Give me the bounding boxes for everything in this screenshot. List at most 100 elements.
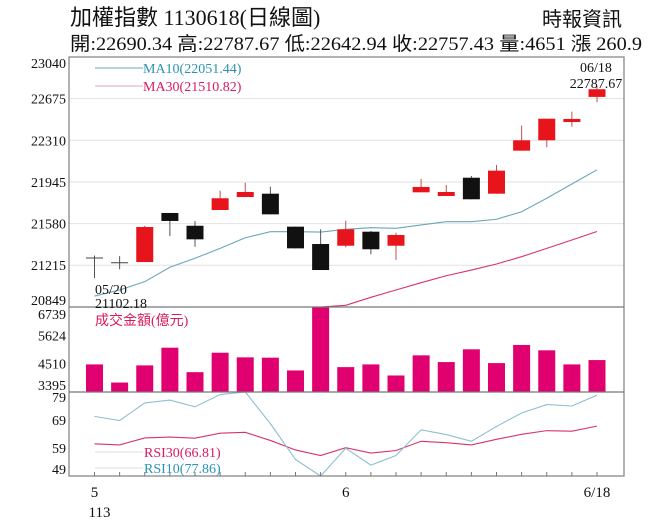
candle-body: [161, 212, 179, 221]
candle-body: [312, 244, 330, 271]
volume-bar: [437, 362, 455, 392]
volume-bar: [563, 364, 581, 392]
volume-bar: [186, 372, 204, 392]
candle: [437, 185, 455, 196]
candle-body: [588, 89, 606, 97]
volume-bar: [412, 355, 430, 392]
price-tick-label: 22310: [31, 134, 66, 149]
rsi-lines: [94, 391, 598, 477]
price-tick-label: 21580: [31, 218, 66, 233]
candle: [287, 226, 304, 249]
candle: [462, 176, 480, 200]
candle: [186, 220, 204, 247]
candle: [161, 212, 179, 237]
candle-body: [462, 177, 480, 200]
candle: [111, 256, 129, 270]
price-tick-label: 20849: [31, 294, 66, 309]
candle-body: [211, 198, 229, 211]
candle: [136, 225, 154, 263]
volume-bar: [312, 307, 330, 392]
rsi30-legend: RSI30(66.81): [144, 446, 221, 461]
volume-bar: [86, 364, 103, 392]
candle: [538, 118, 556, 148]
candle: [513, 125, 531, 151]
candle-body: [287, 226, 304, 249]
candle-body: [387, 235, 405, 246]
ma30-legend: MA30(21510.82): [143, 80, 242, 95]
candle: [312, 229, 330, 271]
volume-bar: [462, 349, 480, 392]
ma10-legend: MA10(22051.44): [143, 62, 242, 77]
volume-bar: [211, 352, 229, 392]
volume-bar: [588, 360, 606, 392]
volume-bar: [111, 382, 129, 392]
quote-summary: 開:22690.34 高:22787.67 低:22642.94 收:22757…: [70, 33, 642, 55]
price-gridlines: [69, 98, 624, 266]
candle-body: [362, 231, 380, 250]
candle-body: [513, 140, 531, 151]
volume-bar: [387, 375, 405, 392]
candle-body: [236, 191, 254, 198]
candle-body: [538, 118, 556, 141]
volume-bar: [136, 365, 154, 392]
volume-title: 成交金額(億元): [95, 312, 189, 329]
candle: [563, 111, 581, 127]
candle: [236, 182, 254, 198]
volume-bar: [538, 350, 556, 392]
rsi-tick-label: 59: [52, 442, 66, 457]
volume-bar: [236, 357, 254, 392]
low-date: 05/20: [95, 283, 127, 298]
rsi-tick-label: 49: [52, 463, 66, 478]
candle: [488, 165, 505, 194]
price-tick-label: 21945: [31, 176, 66, 191]
volume-tick-label: 6739: [38, 308, 66, 323]
volume-bar: [362, 364, 380, 392]
candle-body: [136, 227, 154, 263]
price-tick-label: 23040: [31, 57, 66, 72]
candle-body: [337, 229, 355, 246]
candle: [362, 231, 380, 255]
source-label: 時報資訊: [542, 8, 622, 31]
volume-bar: [261, 357, 279, 392]
candle-body: [261, 193, 279, 215]
low-value: 21102.18: [95, 297, 147, 312]
candle: [261, 186, 279, 215]
volume-bar: [488, 363, 505, 392]
x-tick-label: 6/18: [584, 485, 611, 501]
x-tick-label: 6: [342, 485, 350, 501]
candle-body: [412, 186, 430, 193]
volume-bars: [86, 307, 606, 392]
candles: [86, 85, 606, 279]
x-tick-label: 5: [91, 485, 99, 501]
rsi-tick-label: 69: [52, 414, 66, 429]
volume-bar: [337, 367, 355, 392]
high-value: 22787.67: [570, 77, 623, 92]
candle-body: [563, 118, 581, 123]
volume-bar: [161, 347, 179, 392]
candle-body: [437, 191, 455, 196]
high-date: 06/18: [580, 61, 612, 76]
price-tick-label: 22675: [31, 93, 66, 108]
candle: [588, 85, 606, 103]
price-tick-label: 21215: [31, 259, 66, 274]
volume-tick-label: 5624: [38, 329, 66, 344]
candle-body: [488, 170, 505, 194]
volume-tick-label: 3395: [38, 379, 66, 394]
x-year-label: 113: [89, 505, 111, 521]
rsi-tick-label: 79: [52, 391, 66, 406]
candle: [211, 190, 229, 211]
candle: [412, 178, 430, 193]
volume-bar: [513, 344, 531, 392]
volume-tick-label: 4510: [38, 358, 66, 373]
candle: [337, 220, 355, 248]
volume-bar: [287, 370, 304, 392]
candle: [387, 232, 405, 260]
rsi10-legend: RSI10(77.86): [144, 462, 221, 477]
plot-frame: [68, 56, 625, 477]
chart-title: 加權指數 1130618(日線圖): [70, 5, 320, 30]
rsi10-line: [94, 391, 598, 477]
candle: [86, 255, 103, 279]
candle-body: [186, 225, 204, 240]
